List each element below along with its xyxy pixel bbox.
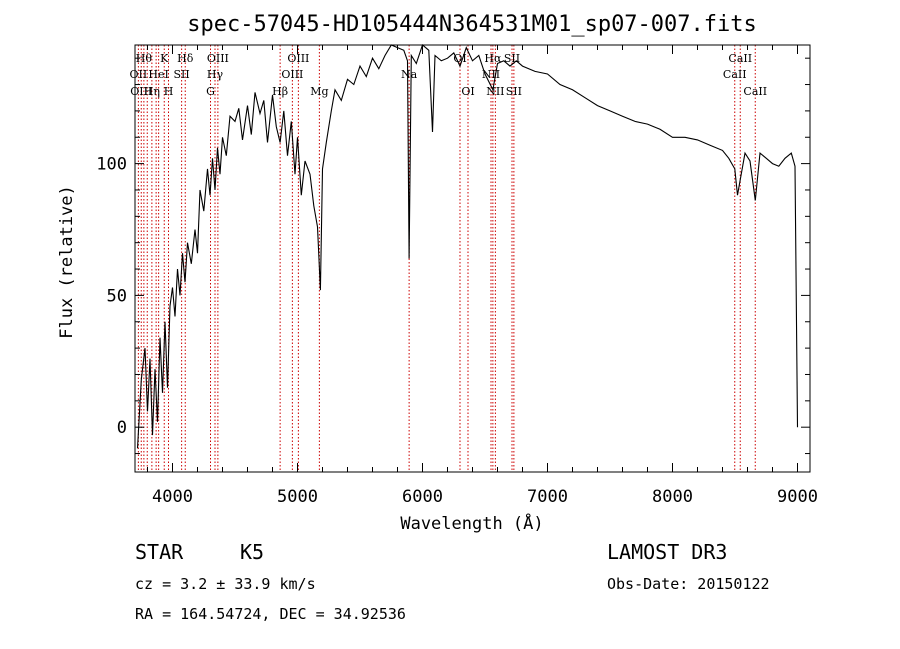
object-class: STAR <box>135 540 184 564</box>
y-axis-ticks: 0 50 100 <box>96 57 810 455</box>
spectral-line-labels: OIIOIIIHθHηHeIKHSIIHδGHγOIIIHβOIIIOIIIMg… <box>130 52 768 98</box>
line-label: OIII <box>281 68 303 81</box>
line-label: Hγ <box>207 68 224 81</box>
line-label: OI <box>461 85 474 98</box>
survey-name: LAMOST DR3 <box>607 540 727 564</box>
line-label: SII <box>506 85 522 98</box>
x-axis-ticks: 4000 5000 6000 7000 8000 9000 <box>147 45 818 507</box>
x-tick-label: 7000 <box>527 487 568 507</box>
redshift-cz: cz = 3.2 ± 33.9 km/s <box>135 575 316 593</box>
line-label: Hθ <box>136 52 153 65</box>
line-label: G <box>206 85 215 98</box>
line-label: CaII <box>728 52 752 65</box>
x-tick-label: 4000 <box>152 487 193 507</box>
line-label: OIII <box>207 52 229 65</box>
line-label: Mg <box>310 85 328 98</box>
x-tick-label: 6000 <box>402 487 443 507</box>
line-label: SII <box>504 52 520 65</box>
line-label: NII <box>482 68 500 81</box>
line-label: H <box>164 85 174 98</box>
y-tick-label: 0 <box>117 418 127 438</box>
line-label: CaII <box>743 85 767 98</box>
x-axis-label: Wavelength (Å) <box>400 512 543 534</box>
y-axis-label: Flux (relative) <box>57 185 77 339</box>
line-label: CaII <box>723 68 747 81</box>
x-tick-label: 9000 <box>777 487 818 507</box>
line-label: Na <box>401 68 418 81</box>
line-label: NII <box>486 85 504 98</box>
line-label: HeI <box>148 68 168 81</box>
line-label: Hδ <box>177 52 194 65</box>
spectral-line-markers <box>137 45 756 472</box>
line-label: Hα <box>484 52 502 65</box>
plot-frame <box>134 44 811 473</box>
x-tick-label: 5000 <box>277 487 318 507</box>
line-label: OIII <box>287 52 309 65</box>
spectrum-line <box>136 44 799 449</box>
line-label: Hη <box>144 85 160 98</box>
line-label: K <box>160 52 169 65</box>
sky-coordinates: RA = 164.54724, DEC = 34.92536 <box>135 605 406 623</box>
observation-date: Obs-Date: 20150122 <box>607 575 770 593</box>
line-label: Hβ <box>272 85 288 98</box>
line-label: SII <box>174 68 190 81</box>
x-tick-label: 8000 <box>652 487 693 507</box>
line-label: OIII <box>130 85 152 98</box>
object-subclass: K5 <box>240 540 264 564</box>
y-tick-label: 100 <box>96 155 127 175</box>
line-label: OII <box>130 68 148 81</box>
y-tick-label: 50 <box>107 286 127 306</box>
chart-title: spec-57045-HD105444N364531M01_sp07-007.f… <box>187 12 757 37</box>
